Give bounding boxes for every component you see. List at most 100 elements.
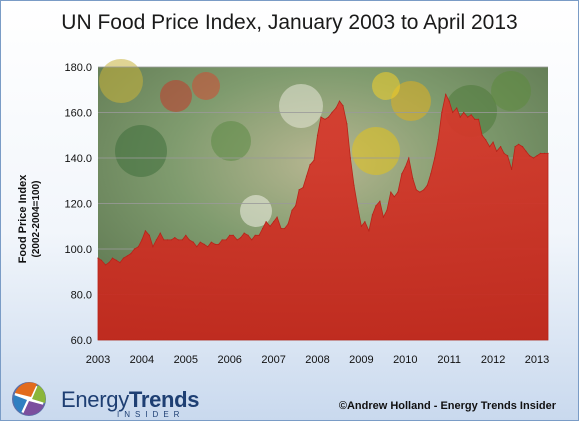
data-point [500,146,502,148]
x-tick-label: 2005 [174,354,198,366]
data-point [529,155,531,157]
logo-wordmark: EnergyTrends [61,387,200,413]
data-point [302,187,304,189]
data-point [467,116,469,118]
data-point [536,155,538,157]
data-point [159,232,161,234]
data-point [287,223,289,225]
data-point [218,243,220,245]
data-point [221,239,223,241]
y-axis-ticks: 60.0 80.0 100.0 120.0 140.0 160.0 180.0 [64,62,92,347]
data-point [273,221,275,223]
data-point [225,239,227,241]
data-point [445,93,447,95]
data-point [298,189,300,191]
x-tick-label: 2013 [525,354,549,366]
data-point [481,134,483,136]
x-tick-label: 2012 [481,354,505,366]
data-point [342,105,344,107]
data-point [521,146,524,148]
data-point [243,232,245,234]
data-point [324,118,326,120]
y-tick-label: 180.0 [64,62,92,74]
data-point [393,196,395,198]
data-point [543,152,546,154]
data-point [104,264,107,266]
logo-word-energy: Energy [61,387,129,412]
y-axis-title: Food Price Index [17,174,29,264]
data-point [511,168,513,170]
data-point [97,257,99,259]
data-point [382,216,384,218]
data-point [262,227,264,230]
data-point [188,239,190,241]
data-point [386,209,388,211]
decor-vegetable-5 [391,81,431,121]
data-point [305,175,308,177]
series-area [97,93,549,341]
data-point [137,246,139,248]
data-point [470,114,472,116]
data-point [247,234,249,236]
data-point [375,205,377,207]
x-tick-label: 2011 [437,354,461,366]
data-point [441,111,443,114]
y-axis-label: Food Price Index [17,174,29,264]
data-point [547,152,549,154]
data-point [514,146,516,148]
data-point [192,241,194,243]
y-axis-subtitle: (2002-2004=100) [31,180,42,257]
data-point [434,157,436,159]
data-point [130,253,132,255]
data-point [254,234,256,236]
decor-vegetable-8 [240,195,272,227]
x-tick-label: 2004 [130,354,154,366]
y-axis-sublabel-wrap: (2002-2004=100) [31,180,42,257]
data-point [331,111,333,114]
y-tick-label: 80.0 [71,290,92,302]
data-point [379,200,381,202]
data-point [126,255,128,257]
data-point [295,205,297,207]
chart-title: UN Food Price Index, January 2003 to Apr… [61,11,518,34]
data-point [229,234,231,236]
data-point [276,216,278,218]
data-point [170,239,172,241]
data-point [316,134,319,136]
data-point [360,225,362,227]
x-axis-ticks: 2003 2004 2005 2006 2007 2008 2009 2010 2011 2012… [86,354,550,366]
data-point [280,227,282,230]
data-point [463,111,465,114]
x-tick-label: 2010 [393,354,417,366]
data-point [119,262,121,264]
data-point [456,107,458,109]
decor-vegetable-10 [491,71,531,111]
data-point [346,123,348,125]
data-point [163,239,165,241]
data-point [437,139,439,141]
y-tick-label: 120.0 [64,199,92,211]
data-point [148,234,150,236]
data-point [419,191,421,193]
x-tick-label: 2008 [305,354,329,366]
data-point [430,173,432,175]
decor-vegetable-9 [372,72,400,100]
data-point [207,246,209,248]
data-point [412,177,414,180]
data-point [452,111,454,114]
x-tick-label: 2003 [86,354,110,366]
data-point [313,159,315,161]
data-point [474,118,476,120]
credit-text: ©Andrew Holland - Energy Trends Insider [338,400,556,412]
y-tick-label: 100.0 [64,244,92,256]
data-point [507,155,509,157]
data-point [415,189,417,191]
x-tick-label: 2009 [349,354,373,366]
data-point [214,243,216,245]
decor-vegetable-1 [160,80,192,112]
data-point [518,143,520,145]
data-point [236,239,238,241]
data-point [496,150,498,152]
data-point [478,118,480,120]
